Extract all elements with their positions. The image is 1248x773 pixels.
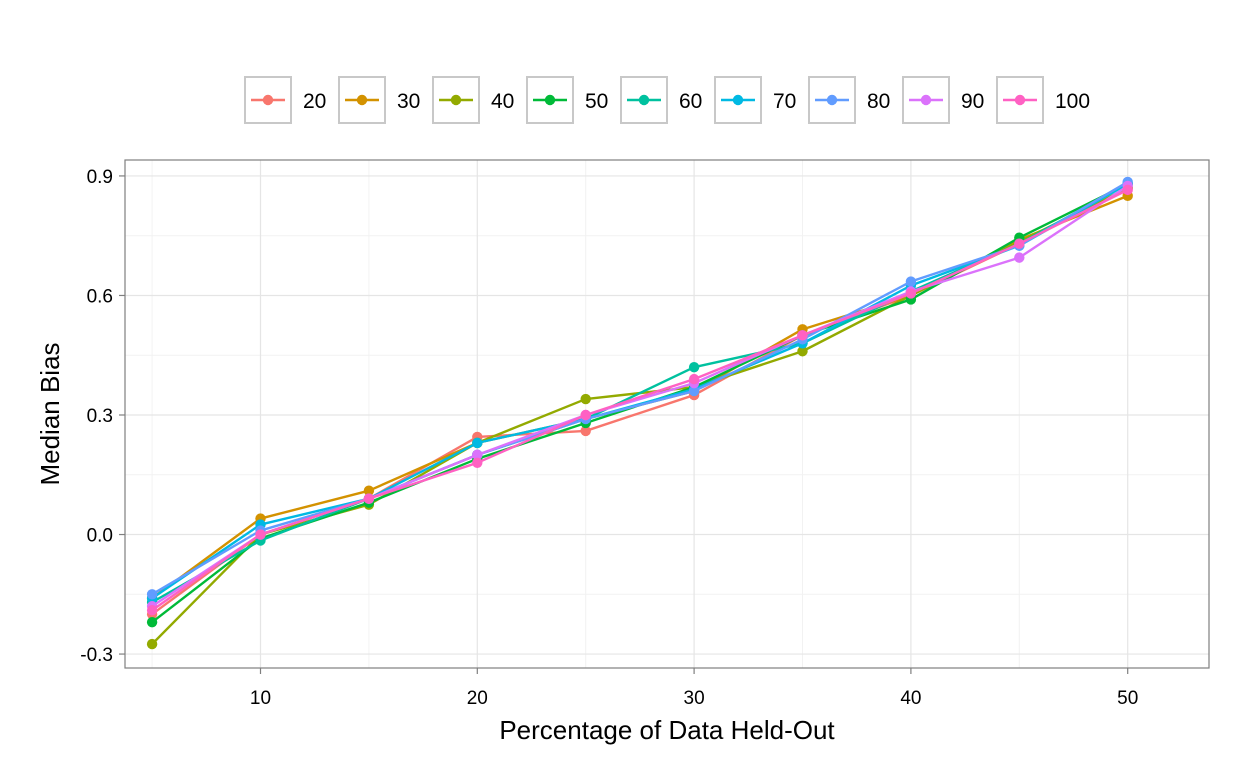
data-point — [905, 288, 917, 299]
legend-key-point — [732, 94, 744, 106]
data-point — [472, 457, 483, 469]
plot-border — [124, 159, 1210, 669]
legend-label: 80 — [867, 90, 890, 113]
data-point — [472, 449, 483, 461]
legend-key-point — [638, 94, 650, 106]
legend-label: 50 — [585, 90, 608, 113]
data-point — [797, 346, 808, 357]
y-tick-label: 0.3 — [87, 406, 113, 427]
legend-item-100: 100 — [996, 76, 1090, 124]
legend-item-70: 70 — [714, 76, 796, 124]
data-point — [688, 373, 700, 385]
data-point — [363, 493, 375, 504]
data-point — [472, 437, 483, 449]
legend-item-40: 40 — [432, 76, 514, 124]
data-point — [146, 616, 158, 628]
legend-key-point — [544, 94, 556, 106]
data-point — [580, 425, 591, 437]
data-point — [580, 393, 591, 405]
legend-key-point — [262, 94, 274, 106]
x-tick-label: 50 — [1117, 688, 1138, 709]
x-tick-label: 10 — [250, 688, 271, 709]
data-point — [146, 589, 158, 600]
data-point — [580, 409, 591, 421]
legend-label: 70 — [773, 90, 796, 113]
data-point — [1014, 238, 1025, 249]
legend: 20 30 40 50 60 70 80 90 100 — [244, 76, 1090, 124]
data-point — [255, 529, 266, 540]
y-tick-label: 0.9 — [87, 167, 113, 188]
data-point — [146, 605, 158, 616]
legend-item-30: 30 — [338, 76, 420, 124]
legend-item-80: 80 — [808, 76, 890, 124]
legend-key-point — [1014, 94, 1026, 106]
legend-key-point — [826, 94, 838, 106]
axes: 10 20 30 40 50 -0.3 0.0 0.3 0.6 0.9 — [80, 167, 1138, 709]
legend-key-point — [920, 94, 932, 106]
legend-label: 20 — [303, 90, 326, 113]
legend-key-point — [356, 94, 368, 106]
data-point — [688, 385, 700, 397]
data-point — [688, 361, 700, 373]
legend-key-point — [450, 94, 462, 106]
data-point — [1014, 252, 1025, 263]
series-layer — [146, 176, 1133, 650]
x-axis-title: Percentage of Data Held-Out — [499, 715, 835, 745]
data-point — [146, 638, 158, 650]
data-point — [905, 276, 917, 287]
series-line — [151, 180, 1129, 596]
legend-item-20: 20 — [244, 76, 326, 124]
x-tick-label: 30 — [684, 688, 705, 709]
series-100 — [146, 184, 1133, 616]
plot-background — [125, 160, 1209, 668]
series-line — [151, 188, 1129, 612]
legend-label: 90 — [961, 90, 984, 113]
data-point — [1122, 184, 1133, 196]
data-point — [797, 330, 808, 341]
legend-label: 30 — [397, 90, 420, 113]
legend-item-60: 60 — [620, 76, 702, 124]
x-tick-label: 20 — [467, 688, 488, 709]
y-tick-label: -0.3 — [80, 645, 113, 666]
y-tick-label: 0.6 — [87, 286, 113, 307]
data-point — [363, 485, 375, 496]
legend-label: 40 — [491, 90, 514, 113]
y-tick-label: 0.0 — [87, 526, 113, 547]
y-axis-title: Median Bias — [35, 342, 65, 485]
legend-label: 100 — [1055, 90, 1090, 113]
legend-label: 60 — [679, 90, 702, 113]
x-tick-label: 40 — [900, 688, 921, 709]
legend-item-50: 50 — [526, 76, 608, 124]
legend-item-90: 90 — [902, 76, 984, 124]
